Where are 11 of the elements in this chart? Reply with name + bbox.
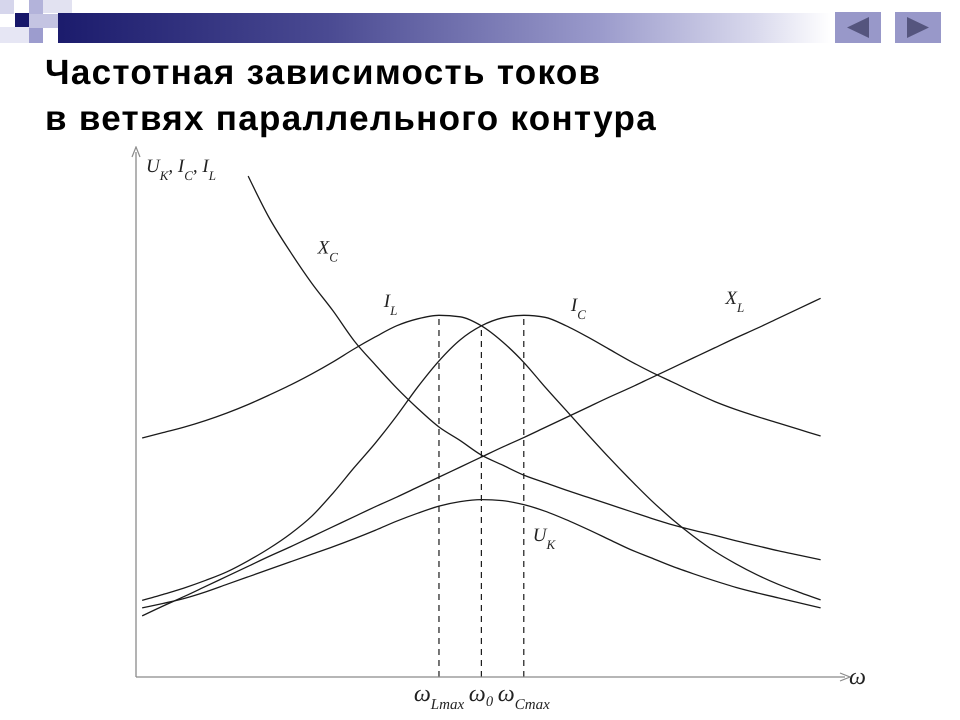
series-label: U$_{K}$	[532, 525, 557, 552]
series-label: X$_{C}$	[316, 237, 338, 264]
chart-title: Частотная зависимость токов в ветвях параллельного контура	[45, 52, 657, 140]
x-tick-label: ω$_{Lmax}$	[414, 681, 464, 713]
series-label: I$_{L}$	[382, 290, 398, 318]
series-label: I$_{C}$	[570, 294, 586, 322]
series-label: X$_{L}$	[724, 288, 744, 314]
x-tick-label: ω₀	[468, 681, 494, 707]
x-axis-title: ω	[849, 664, 866, 690]
y-axis-title: U$_{K}$, I$_{C}$, I$_{L}$	[146, 156, 216, 182]
x-tick-label: ω$_{Cmax}$	[498, 681, 550, 713]
